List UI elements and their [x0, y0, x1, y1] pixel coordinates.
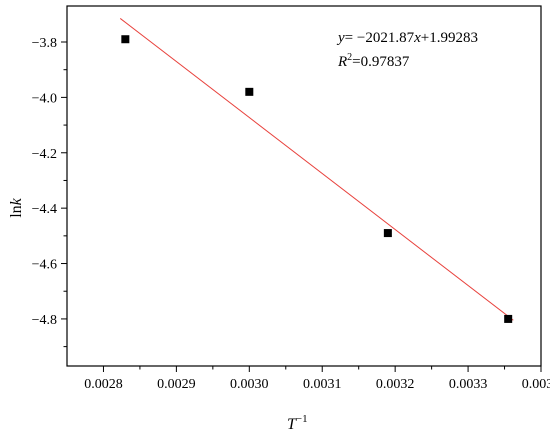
y-axis-title: lnk: [8, 197, 25, 217]
x-tick-label: 0.0028: [84, 377, 123, 392]
y-tick-label: −4.2: [32, 147, 57, 162]
x-axis-title: T−1: [287, 413, 308, 433]
equation-var: y: [336, 30, 345, 46]
y-axis-title-main: ln: [8, 205, 25, 217]
fit-layer: [119, 18, 514, 321]
equation-rhs: = −2021.87: [345, 30, 415, 46]
y-tick-label: −4.0: [32, 91, 57, 106]
equation-label: y= −2021.87x+1.99283: [336, 30, 478, 46]
x-tick-label: 0.0030: [230, 377, 269, 392]
y-tick-label: −3.8: [32, 36, 57, 51]
data-point: [245, 87, 254, 96]
y-ticks: −3.8 −4.0 −4.2 −4.4 −4.6 −4.8: [32, 36, 67, 348]
equation-x: x: [413, 30, 421, 46]
data-point: [383, 229, 392, 238]
x-axis-title-sup: −1: [296, 413, 308, 425]
x-tick-label: 0.0034: [522, 377, 550, 392]
fit-line: [119, 18, 514, 321]
x-axis-title-main: T: [287, 416, 297, 433]
r2-value: =0.97837: [352, 54, 410, 70]
plot-frame: [66, 5, 542, 367]
r-squared-label: R2=0.97837: [337, 52, 410, 70]
data-point: [121, 35, 130, 44]
equation-tail: +1.99283: [421, 30, 478, 46]
x-tick-label: 0.0029: [157, 377, 196, 392]
r2-r: R: [337, 54, 347, 70]
x-tick-label: 0.0032: [376, 377, 415, 392]
y-tick-label: −4.4: [32, 202, 57, 217]
points-layer: [121, 35, 513, 323]
y-axis-title-italic: k: [8, 197, 25, 205]
r2-sup: 2: [347, 52, 352, 63]
y-tick-label: −4.8: [32, 313, 57, 328]
x-tick-label: 0.0031: [303, 377, 342, 392]
x-ticks: 0.0028 0.0029 0.0030 0.0031 0.0032 0.0033 0.00…: [84, 366, 550, 392]
y-tick-label: −4.6: [32, 258, 57, 273]
x-tick-label: 0.0033: [449, 377, 488, 392]
data-point: [504, 314, 513, 323]
